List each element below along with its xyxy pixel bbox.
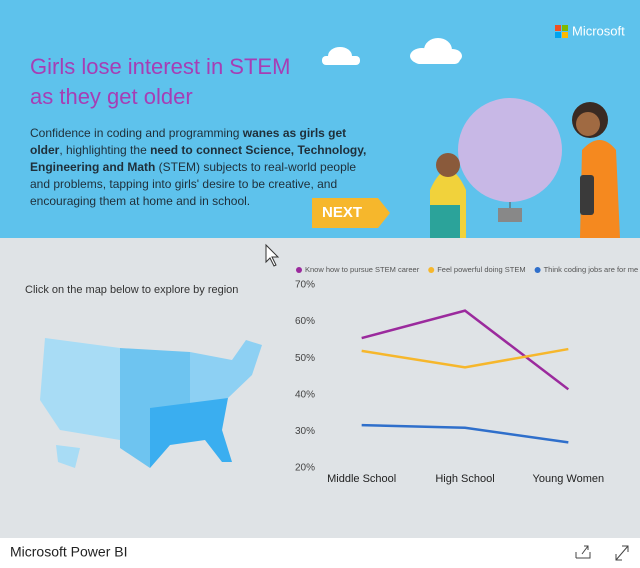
intro-segment: , highlighting the: [59, 143, 151, 157]
title-line: as they get older: [30, 84, 193, 109]
region-alaska[interactable]: [56, 445, 80, 468]
fullscreen-icon[interactable]: [615, 545, 629, 561]
microsoft-logo: Microsoft: [555, 23, 625, 38]
region-northeast[interactable]: [190, 340, 262, 408]
share-icon[interactable]: [575, 545, 591, 559]
legend-swatch: [428, 267, 435, 273]
x-tick-label: Middle School: [327, 473, 396, 485]
intro-segment: wanes as girls get older: [30, 126, 347, 157]
intro-segment: Confidence in coding and programming: [30, 126, 243, 140]
legend-label: Feel powerful doing STEM: [437, 265, 525, 274]
x-tick-label: High School: [435, 473, 494, 485]
legend-swatch: [296, 267, 302, 273]
series-line: [361, 423, 569, 444]
y-tick-label: 20%: [295, 463, 315, 474]
cloud: [322, 38, 462, 65]
y-tick-label: 60%: [295, 316, 315, 327]
y-tick-label: 70%: [295, 280, 315, 291]
region-west[interactable]: [40, 338, 120, 440]
y-tick-label: 40%: [295, 389, 315, 400]
intro-text: Confidence in coding and programming wan…: [30, 125, 375, 210]
next-label[interactable]: NEXT: [322, 204, 362, 221]
y-tick-label: 30%: [295, 426, 315, 437]
intro-segment: (STEM) subjects to real-world people and…: [30, 160, 357, 208]
legend-label: Know how to pursue STEM career: [305, 265, 420, 274]
series-line: [361, 347, 569, 369]
series-line: [361, 309, 570, 391]
us-map[interactable]: [40, 338, 262, 468]
title-line: Girls lose interest in STEM: [30, 54, 290, 79]
brand: Microsoft: [572, 23, 625, 38]
legend-label: Think coding jobs are for me: [544, 265, 639, 274]
region-south[interactable]: [150, 398, 232, 468]
cursor: [265, 243, 280, 267]
intro-segment: need to connect Science, Technology, Eng…: [30, 143, 367, 174]
illustration: [430, 98, 620, 238]
y-tick-label: 50%: [295, 353, 315, 364]
next-button[interactable]: NEXT: [312, 198, 390, 228]
x-tick-label: Young Women: [533, 473, 605, 485]
legend-swatch: [534, 267, 541, 273]
footer-bar: [0, 538, 640, 568]
map-prompt: Click on the map below to explore by reg…: [25, 284, 238, 296]
footer-title: Microsoft Power BI: [10, 544, 127, 560]
